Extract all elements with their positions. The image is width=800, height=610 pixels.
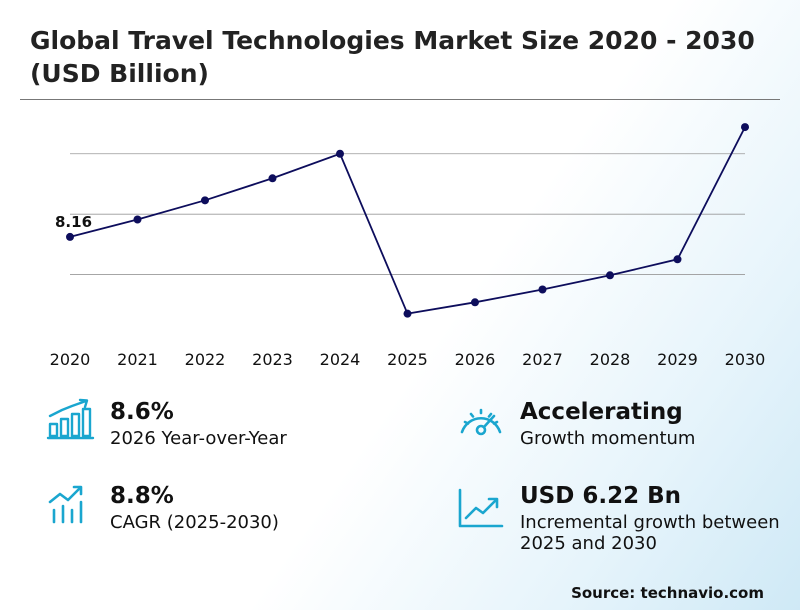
x-tick-label: 2022 [185, 350, 226, 369]
x-tick-label: 2030 [725, 350, 766, 369]
x-tick-label: 2023 [252, 350, 293, 369]
data-point-2023 [268, 174, 277, 183]
stat-label: Incremental growth between 2025 and 2030 [520, 512, 780, 554]
data-point-2028 [606, 271, 614, 280]
stat-momentum: Accelerating Growth momentum [456, 398, 695, 449]
stat-value: 8.8% [110, 483, 174, 509]
data-point-2020 [66, 232, 74, 241]
line-chart-icon [458, 488, 504, 528]
stat-value: Accelerating [520, 399, 683, 425]
title-divider [20, 99, 780, 100]
trend-bars-icon [48, 485, 83, 524]
stat-label: CAGR (2025-2030) [110, 512, 279, 533]
data-label: 8.16 [55, 213, 92, 231]
data-point-2030 [741, 123, 749, 132]
bar-growth-icon [46, 398, 95, 440]
data-point-2024 [336, 149, 344, 158]
stat-cagr: 8.8% CAGR (2025-2030) [46, 482, 279, 533]
stat-incremental: USD 6.22 Bn Incremental growth between 2… [456, 482, 780, 554]
x-tick-label: 2021 [117, 350, 158, 369]
stat-yoy: 8.6% 2026 Year-over-Year [46, 398, 287, 449]
data-point-2022 [201, 196, 209, 205]
data-point-2021 [133, 215, 142, 224]
stat-value: USD 6.22 Bn [520, 483, 681, 509]
x-tick-label: 2027 [522, 350, 563, 369]
x-tick-label: 2029 [657, 350, 698, 369]
stat-label: Growth momentum [520, 428, 696, 449]
data-point-2026 [471, 298, 479, 307]
x-tick-label: 2024 [320, 350, 361, 369]
x-tick-label: 2026 [455, 350, 496, 369]
data-point-2029 [673, 255, 682, 264]
chart-title: Global Travel Technologies Market Size 2… [30, 26, 755, 88]
x-tick-label: 2028 [590, 350, 631, 369]
line-chart: 8.16 2020 2021 2022 2023 2024 2025 2026 2027 202… [50, 123, 766, 369]
stat-label: 2026 Year-over-Year [110, 428, 287, 449]
speedometer-icon [460, 408, 502, 436]
stat-value: 8.6% [110, 399, 174, 425]
data-point-2027 [538, 285, 547, 294]
series-line [69, 126, 746, 315]
source-credit: Source: technavio.com [571, 584, 764, 602]
x-tick-label: 2020 [50, 350, 91, 369]
data-point-2025 [403, 309, 412, 318]
x-tick-label: 2025 [387, 350, 428, 369]
